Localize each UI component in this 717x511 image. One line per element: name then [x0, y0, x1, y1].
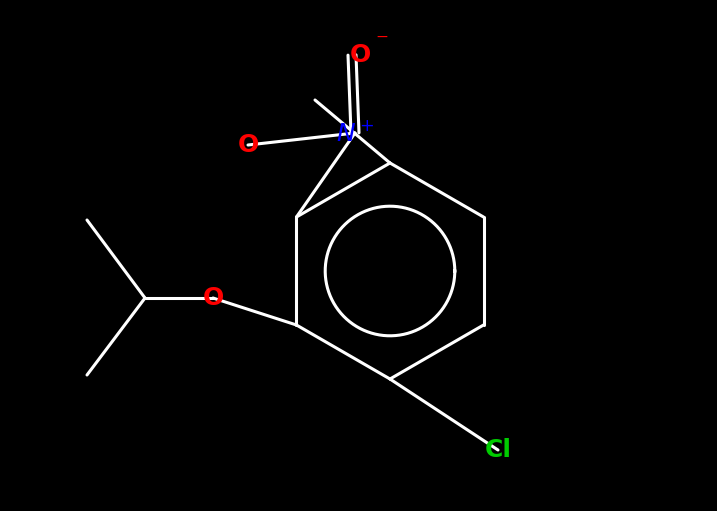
- Text: O: O: [349, 43, 371, 67]
- Text: $^-$: $^-$: [371, 33, 389, 53]
- Text: Cl: Cl: [485, 438, 511, 462]
- Text: O: O: [237, 133, 259, 157]
- Text: O: O: [202, 286, 224, 310]
- Text: $N^+$: $N^+$: [336, 121, 374, 146]
